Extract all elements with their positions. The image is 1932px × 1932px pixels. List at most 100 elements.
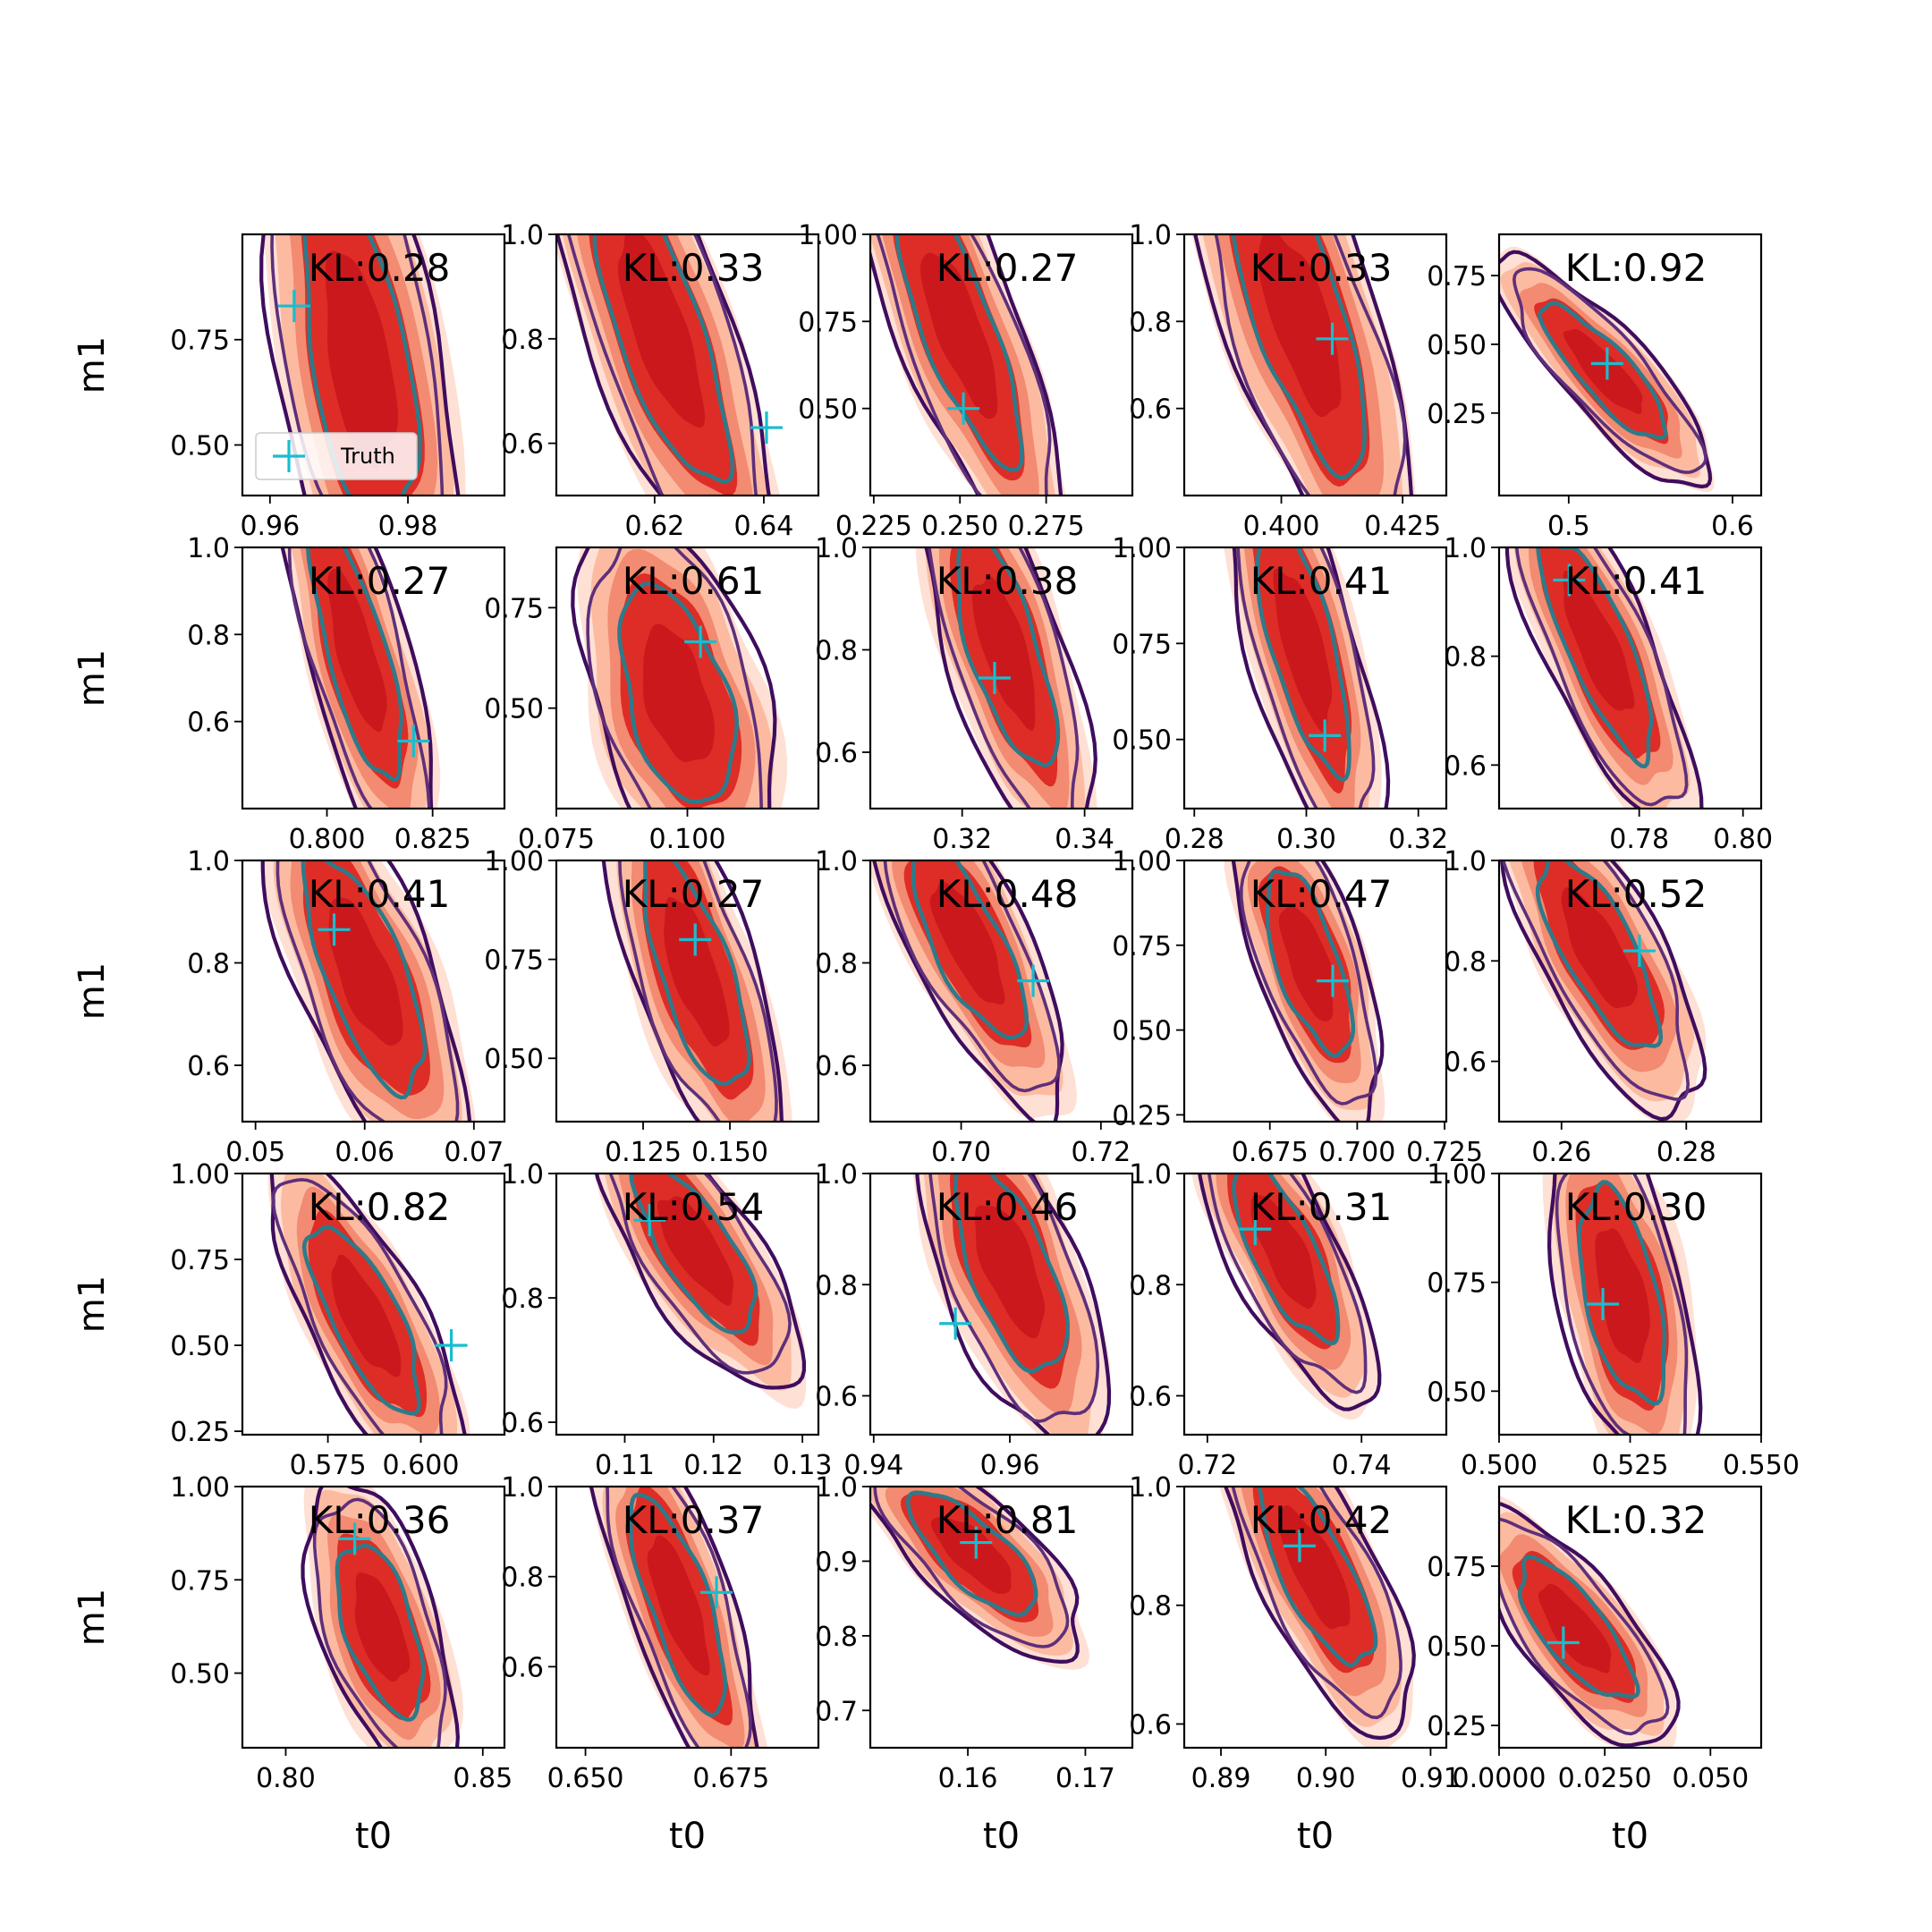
y-tick-label: 0.8: [501, 1563, 544, 1594]
x-tick-label: 0.700: [1318, 1137, 1395, 1168]
density-fill-core: [972, 576, 1036, 731]
density-fill-core: [354, 1572, 411, 1682]
x-tick-label: 0.78: [1609, 824, 1669, 855]
panel-r5-c5: 0.0000 0.0250 0.050 0.25 0.50 0.75 KL:0.32 t0: [1427, 1485, 1763, 1857]
panel-r1-c1: 0.96 0.98 0.50 0.75 KL:0.28 m1 Truth: [72, 233, 506, 542]
x-tick-label: 0.275: [1008, 511, 1085, 542]
y-tick-label: 0.75: [798, 307, 858, 338]
x-tick-label: 0.600: [383, 1450, 460, 1481]
axes-frame: [1182, 233, 1448, 497]
y-tick-label: 0.6: [1444, 1047, 1487, 1079]
axes-frame: [241, 1485, 506, 1750]
plot-area: [1542, 1174, 1703, 1435]
y-tick-label: 0.7: [815, 1696, 858, 1727]
kl-annotation: KL:0.42: [1250, 1498, 1393, 1542]
contour-inner: [1265, 869, 1355, 1058]
kl-annotation: KL:0.33: [1250, 246, 1393, 290]
plot-area: [1191, 1174, 1382, 1420]
x-tick-label: 0.96: [240, 511, 300, 542]
axes-frame: [241, 546, 506, 810]
truth-marker: [318, 913, 351, 946]
panel-r3-c2: 0.125 0.150 0.50 0.75 1.00 KL:0.27: [484, 846, 820, 1168]
plot-area: [1499, 1496, 1681, 1748]
x-tick-label: 0.26: [1531, 1137, 1591, 1168]
x-tick-label: 0.85: [453, 1763, 513, 1794]
x-tick-label: 0.89: [1191, 1763, 1251, 1794]
y-tick-label: 1.0: [815, 846, 858, 877]
x-tick-label: 0.64: [734, 511, 794, 542]
contour-outer: [589, 1487, 759, 1748]
panel-r5-c4: 0.89 0.90 0.91 0.6 0.8 1.0 KL:0.42 t0: [1129, 1472, 1461, 1857]
axes-frame: [1497, 859, 1763, 1123]
truth-marker: [679, 923, 712, 956]
y-tick-label: 0.8: [501, 325, 544, 356]
panel-r1-c5: 0.5 0.6 0.25 0.50 0.75 KL:0.92: [1427, 233, 1763, 542]
axes-frame: [241, 1172, 506, 1436]
x-tick-label: 0.125: [605, 1137, 682, 1168]
truth-marker: [1316, 322, 1349, 355]
plot-area: [912, 1174, 1112, 1435]
truth-marker: [1309, 719, 1342, 752]
density-fill-core: [930, 1516, 1012, 1594]
contour-outer: [594, 1174, 806, 1390]
contour-middle: [608, 1174, 792, 1375]
y-tick-label: 0.6: [187, 1051, 230, 1082]
kl-annotation: KL:0.61: [623, 559, 765, 603]
y-tick-label: 1.0: [1129, 1472, 1172, 1504]
y-tick-label: 0.6: [1129, 1709, 1172, 1741]
x-tick-label: 0.30: [1276, 824, 1336, 855]
x-tick-label: 0.400: [1243, 511, 1320, 542]
x-tick-label: 0.90: [1296, 1763, 1356, 1794]
x-axis-label: t0: [1297, 1816, 1334, 1857]
y-tick-label: 1.0: [1129, 1159, 1172, 1191]
y-tick-label: 0.75: [1427, 261, 1487, 292]
truth-marker: [939, 1307, 972, 1340]
contour-inner: [953, 1174, 1070, 1374]
kl-annotation: KL:0.36: [309, 1498, 451, 1542]
x-tick-label: 0.250: [921, 511, 998, 542]
axes-frame: [1497, 546, 1763, 810]
plot-area: [870, 1487, 1089, 1670]
contour-inner: [301, 860, 428, 1100]
axes-frame: [241, 859, 506, 1123]
density-fill-core: [1538, 1583, 1612, 1674]
contour-outer: [1193, 234, 1414, 496]
truth-marker: [1623, 935, 1656, 968]
contour-middle: [586, 547, 763, 809]
kl-annotation: KL:0.27: [623, 872, 765, 916]
y-tick-label: 1.0: [187, 846, 230, 877]
contour-inner: [1257, 1487, 1378, 1668]
kl-annotation: KL:0.92: [1565, 246, 1707, 290]
contour-outer: [571, 547, 777, 809]
contour-outer: [301, 1487, 460, 1748]
x-tick-label: 0.32: [1388, 824, 1448, 855]
contour-inner: [643, 860, 751, 1087]
y-tick-label: 0.25: [170, 1417, 230, 1448]
y-tick-label: 0.6: [501, 1408, 544, 1439]
y-tick-label: 0.50: [1427, 330, 1487, 361]
contour-outer: [556, 234, 771, 496]
contour-inner: [1535, 860, 1664, 1048]
y-tick-label: 1.0: [501, 1472, 544, 1504]
density-fill-core: [1561, 886, 1638, 1009]
density-fill-core: [1278, 906, 1335, 1021]
x-tick-label: 0.13: [773, 1450, 833, 1481]
y-tick-label: 0.25: [1427, 399, 1487, 430]
kl-annotation: KL:0.27: [936, 246, 1079, 290]
contour-middle: [876, 234, 1052, 496]
axes-frame: [555, 1485, 820, 1750]
y-tick-label: 0.8: [187, 949, 230, 980]
axes-frame: [869, 859, 1134, 1123]
x-tick-label: 0.96: [980, 1450, 1040, 1481]
x-tick-label: 0.575: [290, 1450, 367, 1481]
contour-outer: [1198, 1174, 1382, 1411]
contour-outer: [1547, 1174, 1703, 1435]
truth-marker: [1017, 964, 1050, 997]
kl-annotation: KL:0.41: [1250, 559, 1393, 603]
contour-outer: [870, 1487, 1080, 1664]
x-tick-label: 0.32: [932, 824, 992, 855]
y-tick-label: 0.50: [1427, 1377, 1487, 1408]
y-tick-label: 0.75: [1427, 1268, 1487, 1300]
y-tick-label: 0.50: [1112, 1016, 1172, 1047]
